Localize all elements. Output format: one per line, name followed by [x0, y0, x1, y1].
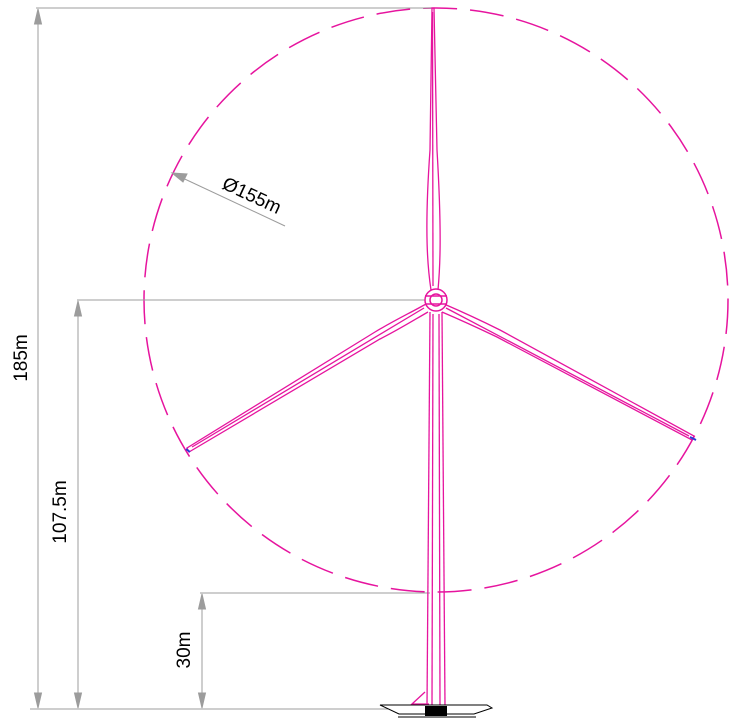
blade-tip-left [185, 448, 191, 453]
rotor-hub [424, 288, 448, 312]
clearance-label: 30m [174, 632, 195, 669]
foundation [379, 691, 494, 718]
dimension-lines [30, 7, 434, 710]
blade-tip-right [689, 436, 697, 441]
blade-top [426, 7, 441, 291]
tower [426, 311, 446, 707]
total-height-label: 185m [11, 334, 32, 382]
rotor-blades [186, 7, 695, 453]
rotor-diameter-label: Ø155m [219, 173, 284, 218]
hub-height-label: 107.5m [50, 480, 71, 543]
